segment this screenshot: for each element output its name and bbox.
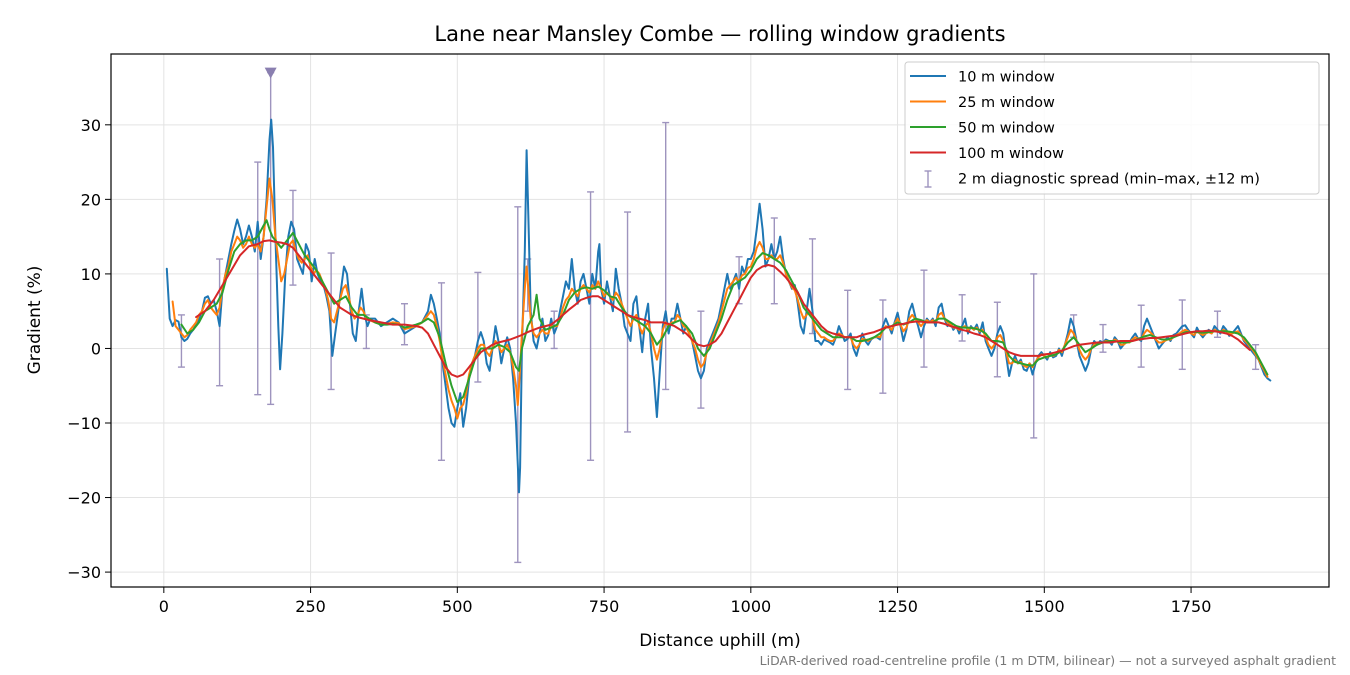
chart-title: Lane near Mansley Combe — rolling window… <box>434 22 1005 46</box>
x-axis-label: Distance uphill (m) <box>639 631 800 651</box>
annotation-markers <box>264 67 277 79</box>
series-line-0 <box>165 118 1272 494</box>
x-tick-label: 1250 <box>877 597 918 616</box>
x-tick-label: 250 <box>295 597 326 616</box>
series-line-3 <box>195 239 1251 378</box>
series-line-1 <box>171 177 1269 420</box>
x-tick-label: 0 <box>159 597 169 616</box>
series-line-2 <box>180 219 1269 404</box>
x-tick-label: 500 <box>442 597 473 616</box>
x-axis-ticks: 0 250 500 750 1000 1250 1500 1750 <box>159 587 1212 616</box>
legend-entry-label: 10 m window <box>958 70 1055 86</box>
legend-entry-label: 25 m window <box>958 95 1055 111</box>
legend-box <box>904 61 1320 195</box>
chart-caption: LiDAR-derived road-centreline profile (1… <box>760 653 1336 668</box>
y-axis-ticks: −30 −20 −10 0 10 20 30 <box>67 116 111 582</box>
y-tick-label: −10 <box>67 414 101 433</box>
x-tick-label: 750 <box>589 597 620 616</box>
x-tick-label: 1750 <box>1171 597 1212 616</box>
y-axis-label: Gradient (%) <box>25 266 45 375</box>
y-tick-label: −30 <box>67 563 101 582</box>
legend-entry-label: 2 m diagnostic spread (min–max, ±12 m) <box>958 172 1260 188</box>
legend: 10 m window 25 m window 50 m window 100 m w… <box>904 61 1320 195</box>
x-tick-label: 1000 <box>730 597 771 616</box>
peak-marker-icon <box>264 67 277 79</box>
legend-entry-label: 100 m window <box>958 146 1064 162</box>
y-tick-label: 0 <box>91 339 101 358</box>
y-tick-label: 20 <box>81 190 101 209</box>
y-tick-label: 10 <box>81 265 101 284</box>
y-tick-label: 30 <box>81 116 101 135</box>
series-lines <box>165 118 1272 494</box>
x-tick-label: 1500 <box>1024 597 1065 616</box>
plot-frame <box>110 53 1330 588</box>
legend-entry-label: 50 m window <box>958 121 1055 137</box>
y-tick-label: −20 <box>67 489 101 508</box>
